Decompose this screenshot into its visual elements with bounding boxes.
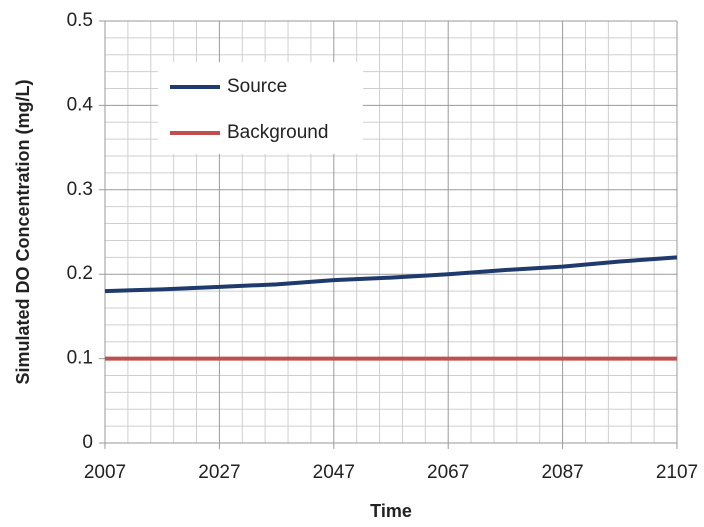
legend-label: Source [227, 76, 287, 97]
x-tick-label: 2067 [427, 462, 469, 483]
y-tick-label: 0.5 [67, 10, 93, 31]
x-axis-title: Time [370, 501, 412, 521]
legend: Source Background [158, 62, 363, 154]
x-tick-label: 2087 [541, 462, 583, 483]
x-tick-label: 2007 [84, 462, 126, 483]
x-tick-label: 2047 [313, 462, 355, 483]
series-line [104, 255, 678, 294]
y-tick-label: 0 [82, 432, 93, 453]
y-tick-label: 0.4 [67, 94, 94, 115]
y-tick-label: 0.3 [67, 179, 93, 200]
y-tick-label: 0.2 [67, 263, 93, 284]
legend-box [158, 62, 363, 154]
legend-label: Background [227, 122, 328, 143]
y-tick-label: 0.1 [67, 348, 93, 369]
x-tick-label: 2107 [656, 462, 698, 483]
x-tick-label: 2027 [198, 462, 240, 483]
y-axis-title: Simulated DO Concentration (mg/L) [13, 79, 33, 384]
